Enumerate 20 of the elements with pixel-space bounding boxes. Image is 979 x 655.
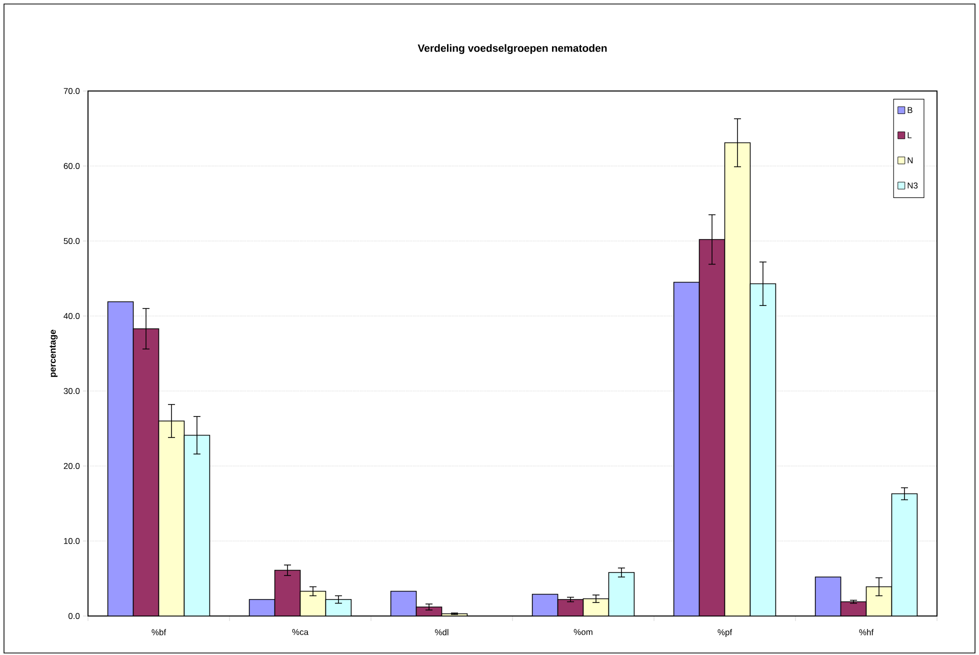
legend-label: N [908, 157, 913, 164]
legend-label: L [908, 132, 912, 138]
y-tick-label: 10.0 [64, 538, 80, 544]
x-tick-label: %ca [292, 629, 309, 636]
y-tick-label: 40.0 [64, 312, 80, 319]
y-tick-label: 60.0 [64, 162, 80, 169]
y-tick-label: 70.0 [64, 88, 80, 94]
y-tick-label: 0.0 [68, 612, 80, 620]
x-tick-label: %hf [859, 629, 874, 636]
y-tick-label: 30.0 [64, 388, 80, 394]
x-tick-label: %bf [152, 629, 166, 636]
y-tick-label: 50.0 [64, 238, 80, 244]
legend-label: N3 [908, 182, 918, 188]
y-tick-label: 20.0 [64, 462, 80, 470]
chart-title: Verdeling voedselgroepen nematoden [418, 44, 607, 54]
y-axis-title: percentage [50, 330, 58, 377]
legend-label: B [908, 107, 912, 114]
x-tick-label: %dl [434, 629, 448, 636]
x-tick-label: %pf [718, 629, 732, 637]
x-tick-label: %om [574, 629, 592, 636]
